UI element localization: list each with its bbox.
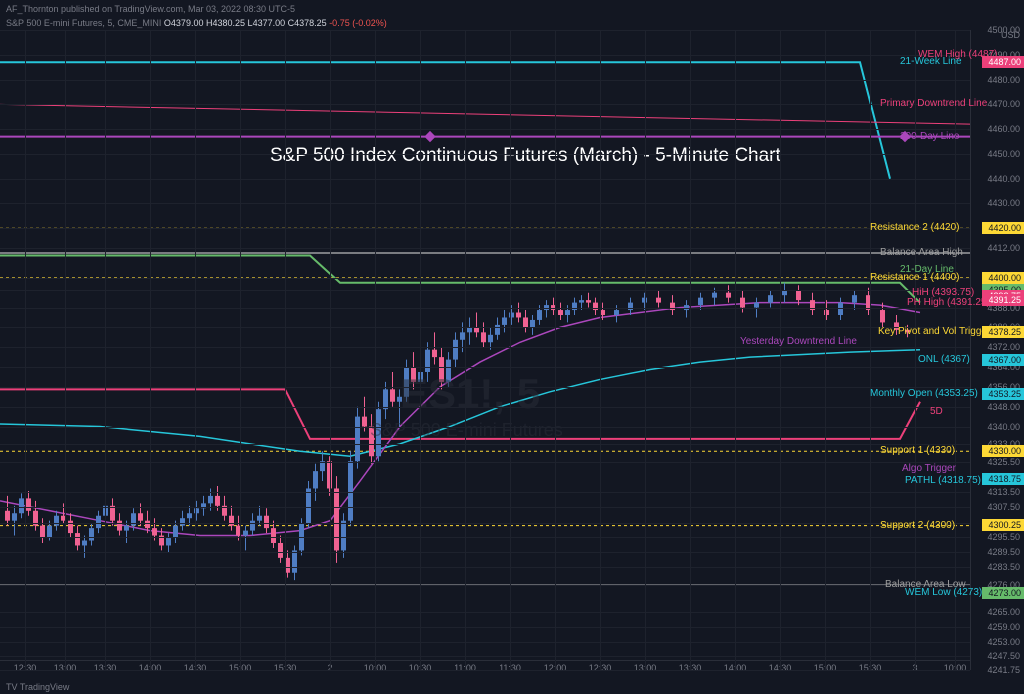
annotation: Yesterday Downtrend Line [740,336,857,347]
y-tick: 4259.00 [987,622,1020,632]
annotation: WEM Low (4273) [905,587,982,598]
annotation: 21-Day Line [900,264,954,275]
price-tag: 4300.25 [982,519,1024,531]
price-tag: 4353.25 [982,388,1024,400]
y-tick: 4253.00 [987,637,1020,647]
annotation: ONL (4367) [918,354,970,365]
y-tick: 4440.00 [987,174,1020,184]
price-tag: 4420.00 [982,222,1024,234]
y-axis[interactable]: USD 4500.004490.004480.004470.004460.004… [970,30,1024,670]
y-tick: 4340.00 [987,422,1020,432]
line-label: 200-Day Line [900,131,959,142]
y-tick: 4241.75 [987,665,1020,675]
y-tick: 4460.00 [987,124,1020,134]
annotation: Key Pivot and Vol Trigger [878,326,990,337]
y-tick: 4313.50 [987,487,1020,497]
annotation: 5D [930,406,943,417]
y-tick: 4450.00 [987,149,1020,159]
line-label: Resistance 2 (4420) [870,222,960,233]
price-tag: 4318.75 [982,473,1024,485]
y-tick: 4480.00 [987,75,1020,85]
y-tick: 4289.50 [987,547,1020,557]
chart-title: S&P 500 Index Continuous Futures (March)… [270,145,781,167]
annotation: Algo Trigger [902,463,956,474]
line-label: Balance Area High [880,247,963,258]
annotation: WEM High (4487) [918,49,997,60]
publisher-line: AF_Thornton published on TradingView.com… [6,4,295,14]
line-label: Primary Downtrend Line [880,98,987,109]
symbol-ohlc-line: S&P 500 E-mini Futures, 5, CME_MINI O437… [6,18,387,28]
y-tick: 4348.00 [987,402,1020,412]
watermark-symbol: ES1!, 5 [400,370,540,418]
line-label: Support 2 (4300) [880,520,955,531]
price-tag: 4400.00 [982,272,1024,284]
y-tick: 4295.50 [987,532,1020,542]
price-tag: 4273.00 [982,587,1024,599]
y-tick: 4500.00 [987,25,1020,35]
price-tag: 4330.00 [982,445,1024,457]
y-tick: 4307.50 [987,502,1020,512]
annotation: PATHL (4318.75) [905,475,981,486]
y-tick: 4247.50 [987,651,1020,661]
y-tick: 4412.00 [987,243,1020,253]
tradingview-logo: TV TradingView [6,682,69,692]
y-tick: 4372.00 [987,342,1020,352]
price-tag: 4367.00 [982,354,1024,366]
y-tick: 4265.00 [987,607,1020,617]
watermark-desc: S&P 500 E-mini Futures [370,420,563,441]
annotation: PH High (4391.25) [907,297,990,308]
annotation: Monthly Open (4353.25) [870,388,978,399]
y-tick: 4283.50 [987,562,1020,572]
line-label: Support 1 (4330) [880,445,955,456]
y-tick: 4470.00 [987,99,1020,109]
y-tick: 4430.00 [987,198,1020,208]
y-tick: 4325.50 [987,457,1020,467]
